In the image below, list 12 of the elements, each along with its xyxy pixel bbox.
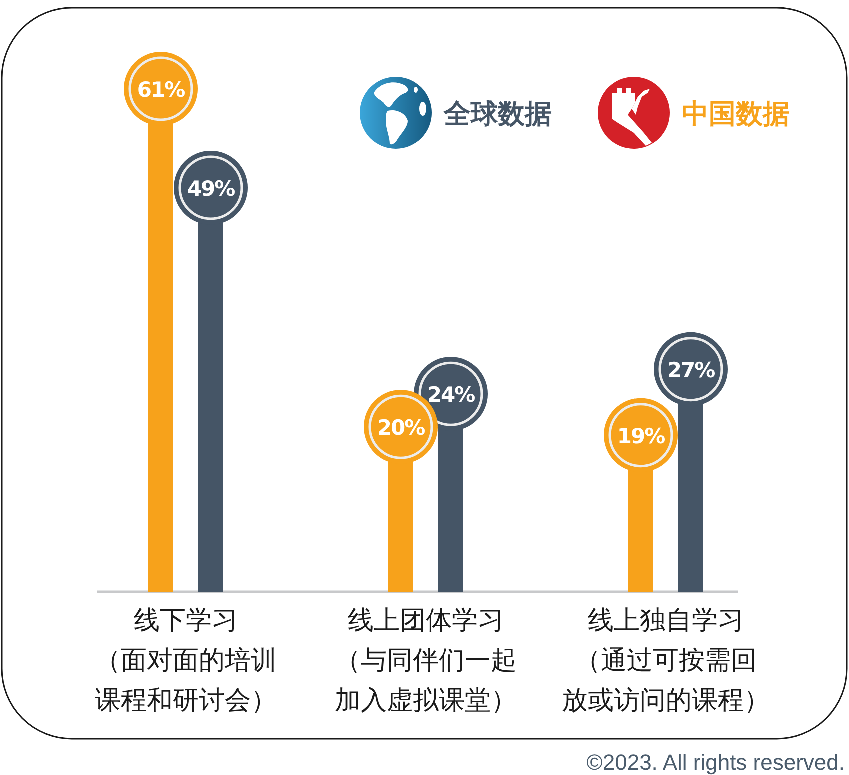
data-label: 49% xyxy=(187,176,236,201)
x-tick-label: 线上独自学习（通过可按需回放或访问的课程） xyxy=(562,605,770,715)
data-label: 24% xyxy=(427,383,476,408)
data-label: 27% xyxy=(667,358,716,382)
x-tick-label: 线下学习（面对面的培训课程和研讨会） xyxy=(95,605,277,715)
legend-label: 中国数据 xyxy=(682,99,790,129)
data-label: 19% xyxy=(617,424,666,448)
legend-label: 全球数据 xyxy=(444,99,552,129)
x-tick-label: 线上团体学习（与同伴们一起加入虚拟课堂） xyxy=(335,605,517,715)
data-label: 61% xyxy=(137,78,186,102)
annotation: ©2023. All rights reserved. xyxy=(586,750,845,775)
data-label: 20% xyxy=(377,416,426,440)
